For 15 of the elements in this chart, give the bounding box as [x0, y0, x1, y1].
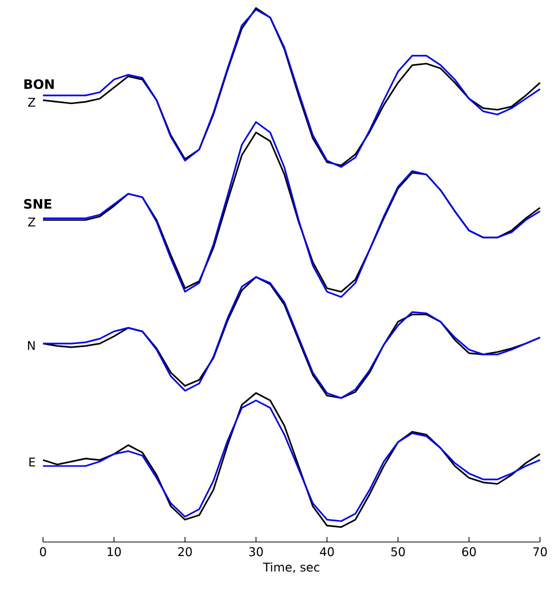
x-tick-label: 40 — [320, 547, 334, 556]
x-tick-label: 70 — [534, 547, 548, 556]
x-axis-title: Time, sec — [263, 562, 320, 573]
y-axis-title: Z — [28, 218, 36, 226]
x-tick-label: 60 — [462, 547, 476, 556]
x-tick-label: 50 — [392, 547, 406, 556]
y-axis-title: N — [28, 341, 35, 350]
y-axis-title: Z — [28, 98, 36, 107]
x-tick-label: 20 — [178, 547, 192, 556]
x-tick-label: 30 — [250, 547, 264, 556]
text: SNE — [24, 199, 52, 209]
y-axis-title: E — [30, 458, 36, 466]
x-tick-label: 0 — [40, 547, 46, 556]
x-tick-label: 10 — [108, 547, 122, 556]
text: BON — [24, 79, 54, 90]
